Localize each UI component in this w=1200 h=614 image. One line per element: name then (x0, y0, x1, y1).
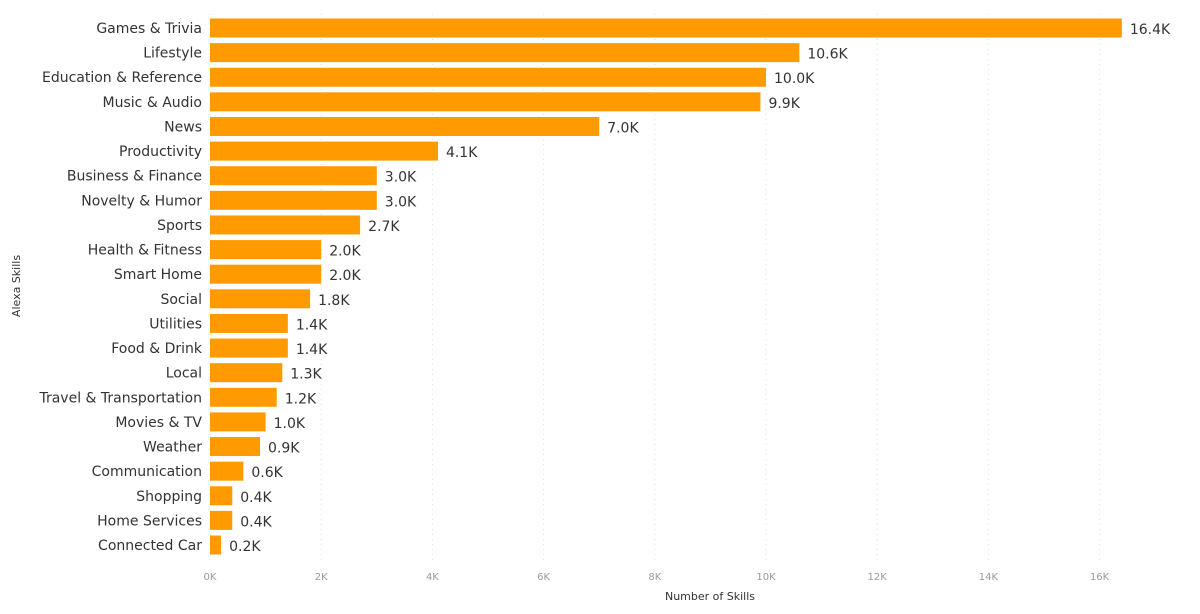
bar[interactable] (210, 92, 761, 112)
bar[interactable] (210, 338, 288, 358)
data-label: 2.7K (368, 219, 400, 235)
data-label: 7.0K (607, 120, 639, 136)
data-label: 0.4K (240, 514, 272, 530)
data-label: 2.0K (329, 268, 361, 284)
data-label: 4.1K (446, 145, 478, 161)
category-label: Health & Fitness (88, 243, 202, 259)
category-label: Productivity (119, 144, 202, 160)
data-label: 1.4K (296, 317, 328, 333)
bar[interactable] (210, 461, 244, 481)
bar[interactable] (210, 486, 233, 506)
y-axis-title: Alexa Skills (10, 255, 23, 317)
bar[interactable] (210, 116, 600, 136)
category-label: Social (160, 292, 202, 308)
x-tick-label: 4K (426, 572, 439, 583)
category-label: Weather (143, 440, 202, 456)
x-tick-label: 0K (204, 572, 217, 583)
category-label: News (164, 119, 202, 135)
data-label: 1.8K (318, 293, 350, 309)
bar[interactable] (210, 67, 766, 87)
bar[interactable] (210, 166, 377, 186)
data-label: 3.0K (385, 194, 417, 210)
data-label: 1.3K (290, 367, 322, 383)
bar[interactable] (210, 215, 361, 235)
data-label: 2.0K (329, 244, 361, 260)
category-label: Travel & Transportation (38, 390, 202, 406)
x-axis-title: Number of Skills (665, 590, 755, 603)
category-label: Business & Finance (67, 169, 202, 185)
data-label: 0.6K (251, 465, 283, 481)
data-label: 0.9K (268, 441, 300, 457)
bar[interactable] (210, 412, 266, 432)
data-label: 10.0K (774, 71, 815, 87)
data-label: 1.4K (296, 342, 328, 358)
x-tick-label: 14K (979, 572, 999, 583)
x-tick-label: 12K (868, 572, 888, 583)
bar[interactable] (210, 387, 277, 407)
category-label: Local (166, 366, 202, 382)
bar[interactable] (210, 363, 283, 383)
bar[interactable] (210, 289, 311, 309)
category-label: Lifestyle (143, 46, 202, 62)
category-label: Music & Audio (103, 95, 202, 111)
bar[interactable] (210, 535, 222, 555)
x-tick-label: 10K (756, 572, 776, 583)
data-label: 10.6K (807, 47, 848, 63)
bar[interactable] (210, 510, 233, 530)
x-tick-label: 6K (537, 572, 550, 583)
bar[interactable] (210, 18, 1122, 38)
category-label: Education & Reference (42, 70, 202, 86)
data-label: 1.2K (285, 391, 317, 407)
category-label: Games & Trivia (96, 21, 202, 37)
x-tick-label: 2K (315, 572, 328, 583)
x-tick-label: 8K (648, 572, 661, 583)
bar[interactable] (210, 437, 261, 457)
data-label: 1.0K (274, 416, 306, 432)
bar[interactable] (210, 240, 322, 260)
bar[interactable] (210, 264, 322, 284)
category-label: Food & Drink (111, 341, 203, 357)
bar[interactable] (210, 190, 377, 210)
category-label: Movies & TV (115, 415, 202, 431)
data-label: 3.0K (385, 170, 417, 186)
data-label: 0.4K (240, 490, 272, 506)
data-label: 9.9K (768, 96, 800, 112)
bar[interactable] (210, 313, 288, 333)
category-label: Utilities (149, 316, 202, 332)
category-label: Novelty & Humor (81, 193, 202, 209)
bar[interactable] (210, 141, 438, 161)
category-label: Sports (157, 218, 202, 234)
bar[interactable] (210, 43, 800, 63)
x-tick-label: 16K (1090, 572, 1110, 583)
category-label: Communication (92, 464, 202, 480)
data-label: 0.2K (229, 539, 261, 555)
data-label: 16.4K (1130, 22, 1171, 38)
category-label: Shopping (136, 489, 202, 505)
category-label: Home Services (97, 513, 202, 529)
category-label: Connected Car (98, 538, 202, 554)
category-label: Smart Home (114, 267, 202, 283)
